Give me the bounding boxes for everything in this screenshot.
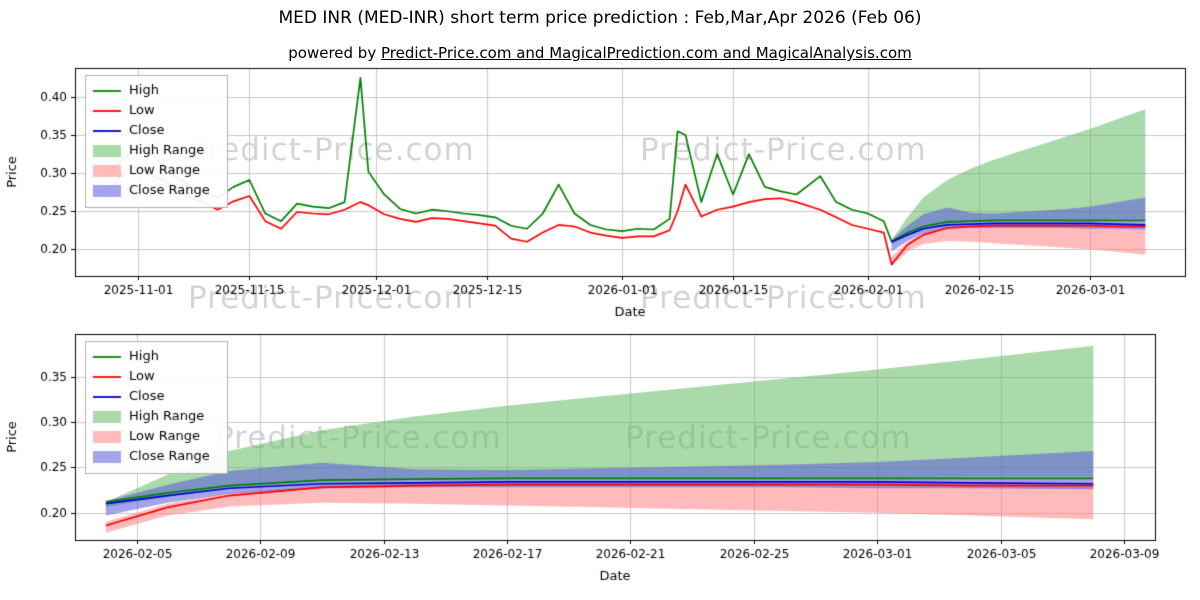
bottom-forecast-zoom-chart (0, 325, 1200, 593)
subtitle-links: Predict-Price.com and MagicalPrediction.… (380, 44, 912, 62)
page-title: MED INR (MED-INR) short term price predi… (278, 8, 922, 28)
subtitle-prefix: powered by (288, 44, 381, 62)
top-price-history-forecast-chart (0, 60, 1200, 322)
page-subtitle: powered by Predict-Price.com and Magical… (0, 44, 1200, 62)
